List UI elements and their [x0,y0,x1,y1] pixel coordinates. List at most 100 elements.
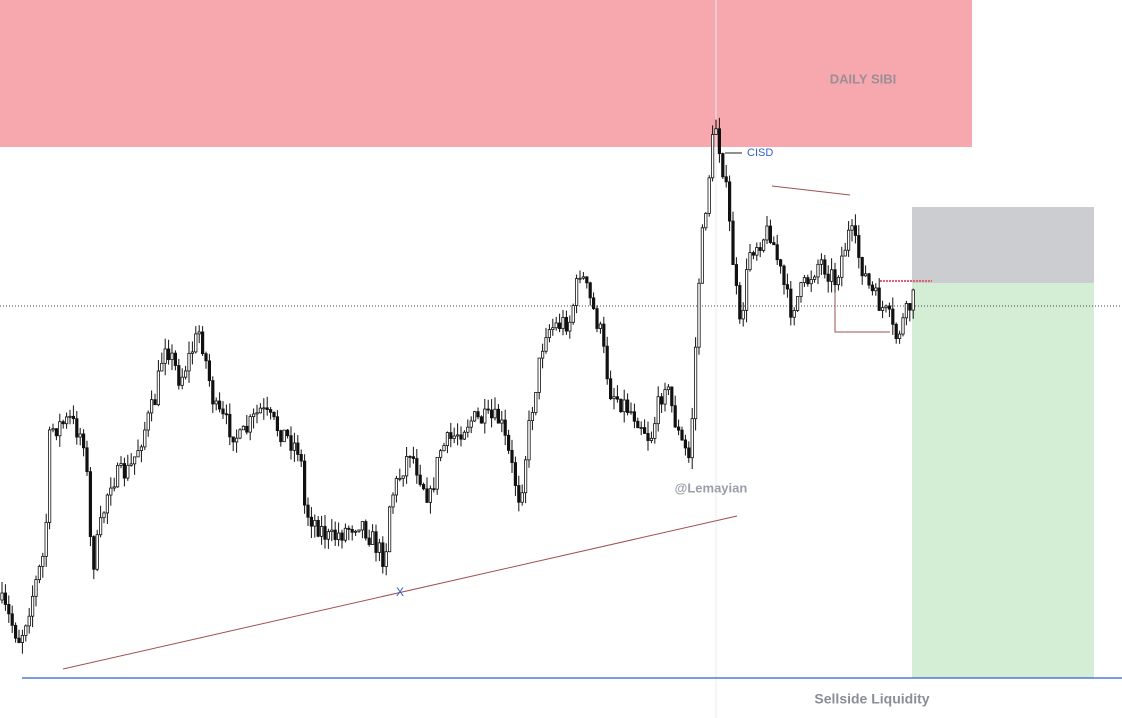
candle-body [211,380,215,405]
candle-body [748,252,752,271]
candle-body [503,419,507,436]
candle-body [333,529,337,540]
candle-body [881,307,885,311]
candle-body [870,284,875,292]
candle-body [214,400,218,405]
candle-body [262,407,266,410]
candle-body [768,225,773,243]
candle-body [615,396,620,400]
candle-body [704,212,708,229]
candle-body [275,416,280,432]
candle-body [449,432,453,439]
candle-body [799,282,803,297]
candle-body [360,521,365,531]
candle-body [85,447,89,473]
candle-body [670,386,674,407]
candle-body [350,529,354,533]
candle-body [751,252,756,256]
candle-body [241,425,245,431]
candle-body [251,413,256,418]
candle-body [734,264,739,286]
candle-body [690,418,694,459]
candle-body [180,376,184,386]
candle-body [847,229,851,251]
candle-body [653,423,657,439]
candle-body [245,425,249,433]
candle-body [401,475,405,479]
candle-body [258,407,263,414]
candle-body [65,416,69,425]
candle-body [908,303,912,311]
candle-body [833,269,837,286]
candle-body [853,225,858,236]
candle-body [836,276,841,286]
candle-body [700,227,705,284]
candle-body [41,555,45,567]
candle-body [357,529,361,532]
candle-body [724,176,728,183]
candle-body [731,220,735,265]
candle-body [323,526,327,540]
candle-body [364,521,368,539]
candle-body [595,308,599,329]
candle-body [741,309,745,320]
candle-body [639,427,643,429]
candle-body [316,519,320,537]
candle-body [82,433,86,449]
candle-body [506,434,511,451]
candle-body [738,285,742,320]
candle-body [469,420,473,428]
candle-body [714,128,718,135]
high-line [771,185,851,196]
candle-body [588,282,592,299]
candle-body [415,458,419,476]
candle-body [438,450,443,458]
candle-body [37,566,42,580]
watermark: @Lemayian [675,480,748,495]
candle-body [476,411,480,418]
marker: X [396,585,404,599]
candle-body [336,532,341,540]
candle-body [489,409,494,419]
candle-body [146,412,150,431]
candle-body [44,522,48,557]
candle-body [435,456,439,490]
candle-body [92,536,96,570]
candle-body [779,259,783,267]
candle-body [200,331,205,355]
candle-body [88,471,92,537]
candle-body [554,322,558,329]
candle-body [575,278,579,306]
candle-body [697,282,701,348]
candle-body [452,435,456,439]
candle-body [612,396,616,400]
candle-body [302,460,307,506]
candle-body [789,288,793,318]
candle-body [472,411,477,422]
stop-zone [912,207,1094,283]
candle-body [547,329,552,339]
candle-body [187,352,191,372]
candle-body [207,360,211,382]
candle-body [384,551,388,567]
candle-body [486,408,490,411]
cisd-label: CISD [747,147,773,159]
candle-body [711,134,715,179]
candle-body [775,244,779,261]
candle-body [340,532,344,541]
candle-body [510,449,514,463]
candle-body [126,464,130,479]
candle-body [194,333,198,353]
candle-body [136,450,140,458]
candle-body [765,225,769,241]
candle-body [326,531,331,540]
candle-body [796,296,800,311]
range-line [834,290,890,333]
candle-body [173,352,177,366]
candle-body [309,516,314,527]
candle-body [867,273,871,286]
candle-body [296,442,300,455]
candle-body [677,426,681,431]
candle-body [571,305,575,323]
